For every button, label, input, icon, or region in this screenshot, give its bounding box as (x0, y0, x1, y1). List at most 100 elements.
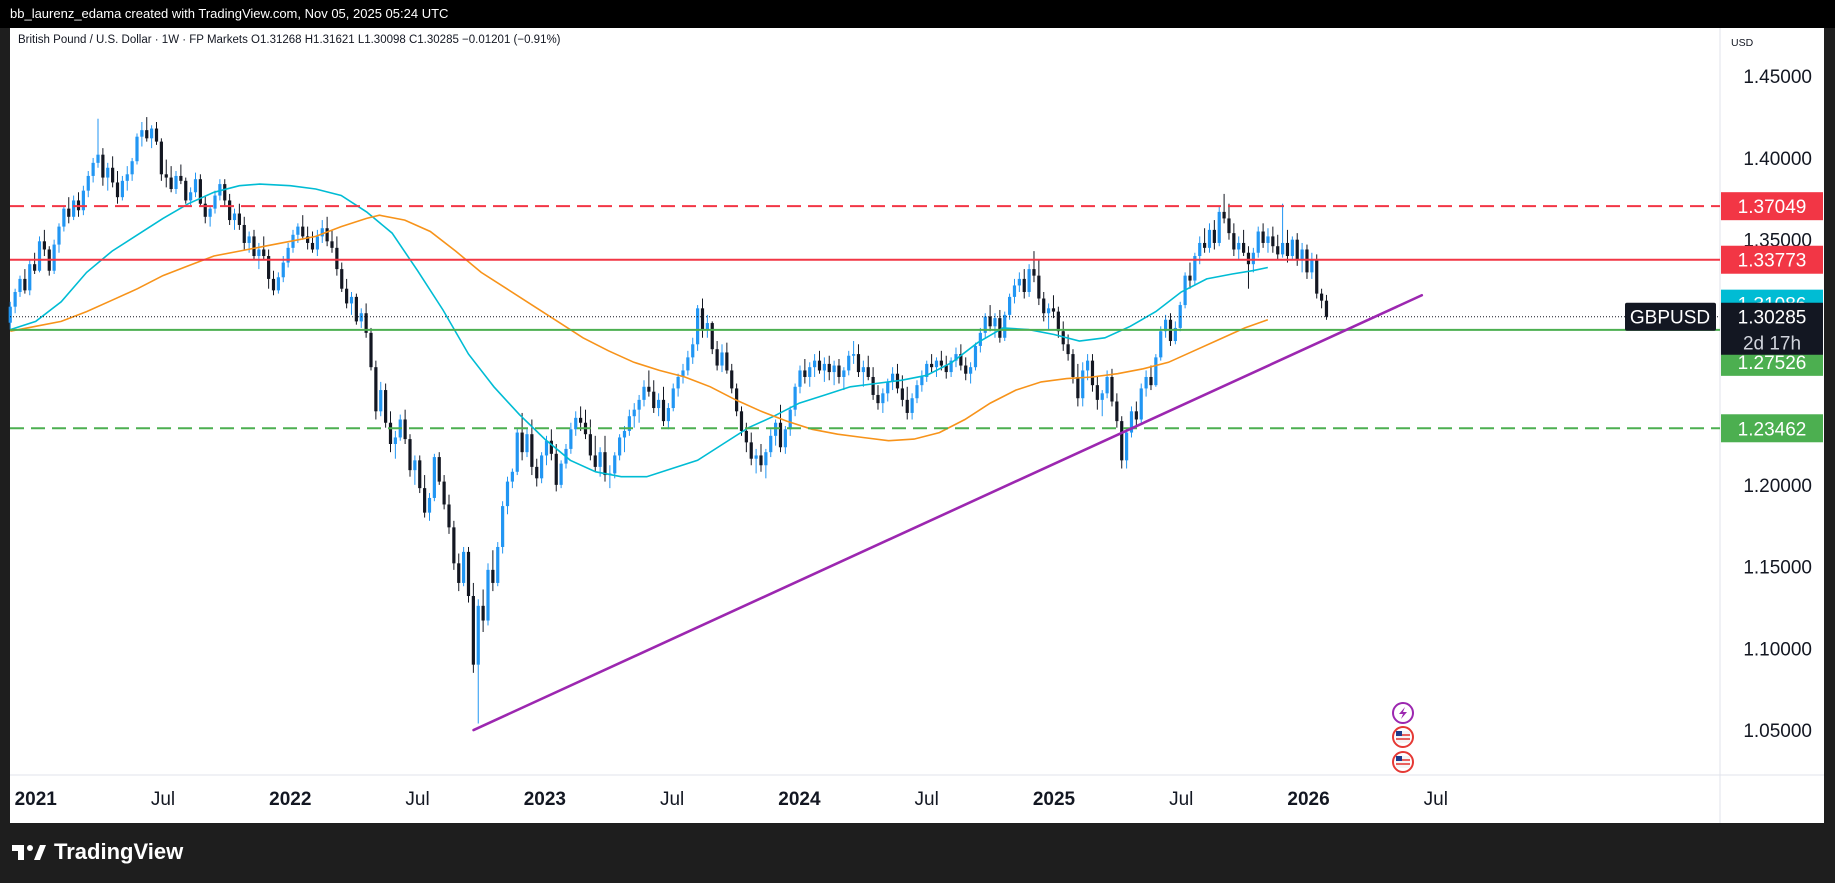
candle-body (993, 318, 997, 327)
price-badge-1.37049 (1721, 192, 1823, 221)
footer (0, 823, 1835, 883)
candle-body (535, 466, 539, 479)
candle-body (1120, 421, 1124, 461)
flag-canton (1396, 756, 1402, 761)
candle-body (320, 228, 324, 237)
candle-body (301, 226, 305, 237)
candle-body (349, 296, 354, 304)
candle-body (154, 128, 159, 142)
candle-body (432, 457, 436, 498)
candle-body (1266, 236, 1270, 243)
candle-body (1042, 298, 1046, 314)
candle-body (886, 381, 890, 394)
candle-body (715, 349, 719, 366)
candle-body (242, 224, 246, 243)
candle-body (179, 175, 183, 181)
candle-body (622, 430, 627, 438)
candle-body (340, 269, 344, 289)
candle-body (700, 308, 705, 330)
candle-body (1207, 229, 1212, 248)
candle-body (315, 236, 319, 250)
symbol-tag-text: GBPUSD (1630, 308, 1710, 329)
candle-body (1305, 249, 1309, 273)
candle-body (710, 323, 714, 350)
candle-body (86, 175, 90, 191)
candle-body (856, 354, 861, 373)
candle-body (437, 457, 441, 482)
y-tick-label: 1.40000 (1743, 149, 1812, 170)
candle-body (881, 393, 885, 404)
candle-body (783, 429, 787, 448)
candle-body (973, 345, 978, 368)
candle-body (505, 481, 510, 507)
candle-body (676, 376, 680, 389)
event-icons[interactable] (1392, 702, 1414, 773)
y-tick-label: 1.15000 (1743, 558, 1812, 579)
attribution-text: bb_laurenz_edama created with TradingVie… (10, 6, 449, 21)
us-flag-event-icon[interactable] (1392, 751, 1414, 773)
candle-body (354, 296, 358, 322)
uk-flag-event-icon[interactable] (1392, 726, 1414, 748)
candle-body (1105, 376, 1109, 394)
candle-body (198, 179, 202, 204)
candle-body (939, 360, 943, 366)
moving-average-line-2 (10, 214, 1269, 442)
candle-body (515, 432, 519, 472)
candle-body (530, 434, 534, 467)
price-badge-text: 1.37049 (1738, 197, 1807, 218)
candle-body (359, 313, 363, 322)
candle-body (252, 236, 256, 257)
candle-body (739, 411, 744, 431)
candle-body (159, 141, 163, 175)
candle-body (369, 332, 373, 368)
candle-body (910, 398, 914, 413)
candle-body (788, 409, 792, 430)
y-tick-label: 1.10000 (1743, 639, 1812, 660)
candle-body (1256, 231, 1260, 253)
candle-body (988, 316, 992, 327)
candle-body (130, 161, 134, 175)
trendline (472, 293, 1424, 732)
candle-body (1232, 233, 1236, 250)
trendline-layer (472, 293, 1424, 732)
candle-body (549, 440, 553, 454)
candle-body (42, 241, 46, 250)
candle-body (1261, 231, 1265, 243)
candle-body (1193, 256, 1197, 281)
candle-body (666, 408, 670, 422)
x-tick-label: 2021 (15, 789, 58, 810)
chart-frame (10, 28, 1824, 823)
tradingview-logo[interactable]: TradingView (10, 839, 183, 865)
candle-body (642, 386, 646, 400)
candle-body (462, 551, 466, 583)
candle-body (803, 370, 807, 377)
candle-body (579, 417, 583, 423)
candle-body (866, 367, 870, 377)
candle-body (276, 277, 280, 291)
candle-body (1310, 259, 1314, 273)
candle-body (8, 306, 12, 323)
candle-body (262, 249, 266, 257)
x-tick-label: 2026 (1287, 789, 1329, 810)
candle-body (18, 278, 22, 292)
candle-body (28, 264, 32, 291)
candle-body (1237, 242, 1241, 250)
candle-body (1251, 252, 1255, 265)
candle-body (1086, 360, 1090, 371)
candle-body (954, 354, 958, 361)
candle-body (1276, 246, 1280, 255)
candle-body (778, 422, 783, 448)
candle-body (959, 354, 963, 366)
candle-body (442, 481, 446, 505)
candle-body (813, 360, 817, 368)
candle-body (33, 264, 37, 271)
axes: 1.450001.400001.350001.200001.150001.100… (15, 67, 1812, 810)
lightning-event-icon[interactable] (1392, 702, 1414, 724)
candle-body (798, 370, 802, 387)
candle-body (1003, 314, 1007, 338)
candle-body (793, 386, 797, 410)
horizontal-levels (10, 205, 1720, 430)
candle-body (1008, 296, 1012, 315)
candle-body (1227, 218, 1231, 234)
